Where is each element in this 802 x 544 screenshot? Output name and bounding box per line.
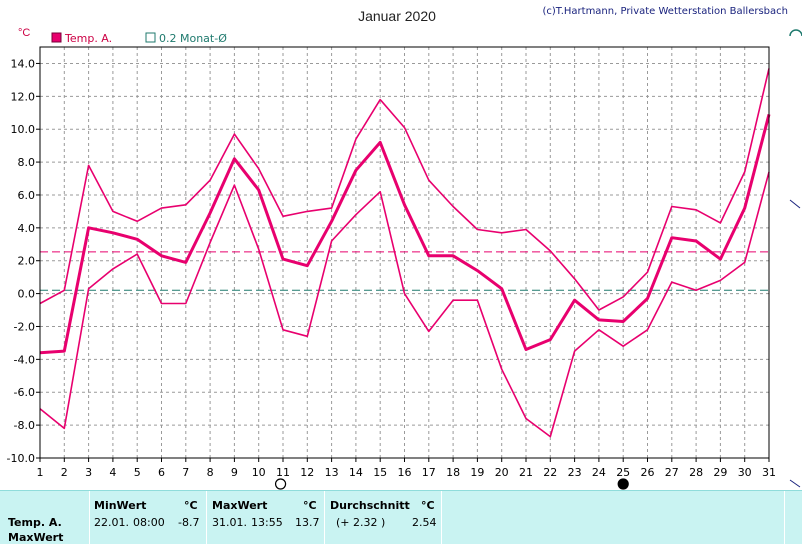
y-tick-label: 10.0 (11, 123, 36, 136)
x-tick-label: 2 (61, 466, 68, 479)
y-tick-label: 8.0 (18, 156, 36, 169)
copyright-text: (c)T.Hartmann, Private Wetterstation Bal… (542, 6, 788, 17)
x-tick-label: 8 (207, 466, 214, 479)
min-time: 08:00 (133, 516, 165, 529)
y-tick-label: -2.0 (14, 320, 35, 333)
x-tick-label: 31 (762, 466, 776, 479)
x-tick-label: 5 (134, 466, 141, 479)
x-tick-label: 18 (446, 466, 460, 479)
x-tick-label: 7 (182, 466, 189, 479)
plot-area: -10.0 -8.0 -6.0 -4.0 -2.0 0.0 2.0 4.0 6.0 8.0 10.0… (7, 46, 776, 490)
x-tick-label: 17 (422, 466, 436, 479)
x-tick-label: 24 (592, 466, 606, 479)
max-time: 13:55 (251, 516, 283, 529)
column-divider (784, 491, 785, 544)
column-divider (324, 491, 325, 544)
max-date: 31.01. (212, 516, 247, 529)
x-tick-label: 6 (158, 466, 165, 479)
x-tick-label: 29 (713, 466, 727, 479)
x-tick-label: 15 (373, 466, 387, 479)
full-moon-icon (274, 478, 287, 490)
plot-frame (39, 46, 770, 459)
x-tick-label: 30 (738, 466, 752, 479)
max-header: MaxWert (212, 499, 268, 512)
avg-unit: °C (421, 499, 435, 512)
y-tick-label: 14.0 (11, 57, 36, 70)
min-header: MinWert (94, 499, 147, 512)
summary-row-label: Temp. A. (8, 516, 62, 529)
x-tick-label: 16 (398, 466, 412, 479)
column-divider (206, 491, 207, 544)
max-value: 13.7 (295, 516, 320, 529)
column-divider (89, 491, 90, 544)
x-tick-label: 12 (300, 466, 314, 479)
new-moon-icon (617, 478, 629, 490)
y-tick-label: -6.0 (14, 386, 35, 399)
series-line-min (39, 171, 770, 438)
right-edge-marks (789, 29, 802, 488)
y-tick-label: -8.0 (14, 419, 35, 432)
series-line-max (39, 68, 770, 311)
x-tick-label: 27 (665, 466, 679, 479)
x-tick-label: 14 (349, 466, 363, 479)
x-tick-label: 19 (470, 466, 484, 479)
series-line-avg (39, 114, 771, 355)
y-tick-label: 0.0 (18, 288, 36, 301)
x-tick-label: 9 (231, 466, 238, 479)
y-tick-label: 2.0 (18, 255, 36, 268)
x-tick-label: 26 (641, 466, 655, 479)
x-tick-label: 1 (37, 466, 44, 479)
min-value: -8.7 (178, 516, 200, 529)
x-tick-label: 3 (85, 466, 92, 479)
x-tick-label: 20 (495, 466, 509, 479)
y-axis-unit: °C (18, 27, 30, 39)
x-tick-label: 22 (543, 466, 557, 479)
column-divider (441, 491, 442, 544)
x-tick-label: 13 (325, 466, 339, 479)
legend-label-temp: Temp. A. (64, 32, 112, 45)
avg-header: Durchschnitt (330, 499, 410, 512)
x-tick-label: 23 (568, 466, 582, 479)
x-tick-label: 25 (616, 466, 630, 479)
y-tick-label: -4.0 (14, 353, 35, 366)
x-tick-label: 28 (689, 466, 703, 479)
legend-swatch-avg (145, 32, 156, 43)
x-tick-label: 10 (252, 466, 266, 479)
max-unit: °C (303, 499, 317, 512)
y-tick-label: 12.0 (11, 90, 36, 103)
legend-label-avg: 0.2 Monat-Ø (159, 32, 227, 45)
summary-table: Temp. A. MaxWert MinWert °C 22.01. 08:00… (0, 490, 802, 544)
avg-delta: (+ 2.32 ) (336, 516, 386, 529)
x-tick-label: 21 (519, 466, 533, 479)
temperature-chart: Januar 2020 (c)T.Hartmann, Private Wette… (7, 6, 802, 490)
x-tick-label: 4 (109, 466, 116, 479)
legend-swatch-temp (51, 32, 62, 43)
min-unit: °C (184, 499, 198, 512)
y-tick-label: -10.0 (7, 452, 35, 465)
x-tick-label: 11 (276, 466, 290, 479)
summary-row-label-2: MaxWert (8, 531, 64, 544)
avg-value: 2.54 (412, 516, 437, 529)
y-tick-label: 4.0 (18, 222, 36, 235)
chart-title: Januar 2020 (358, 8, 436, 24)
min-date: 22.01. (94, 516, 129, 529)
y-tick-label: 6.0 (18, 189, 36, 202)
